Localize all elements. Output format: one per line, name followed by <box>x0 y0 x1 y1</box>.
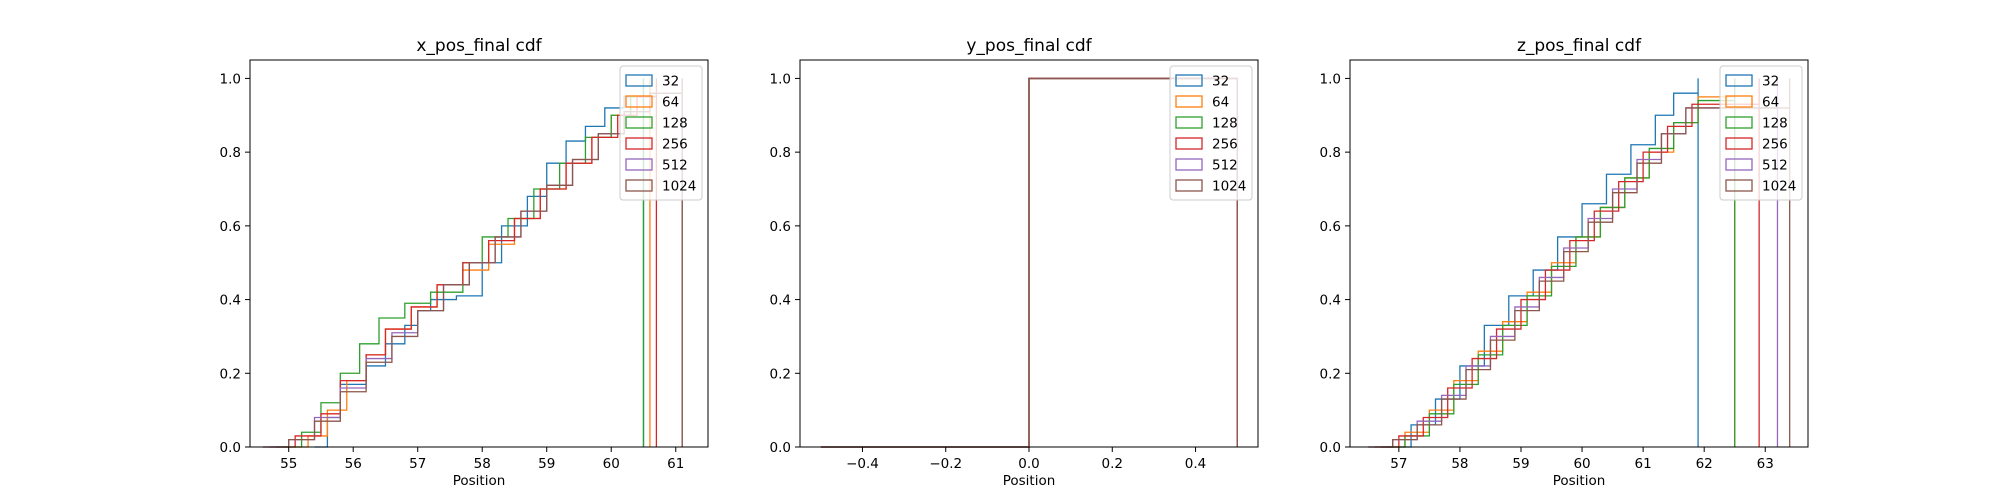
legend-swatch-64 <box>1725 95 1753 108</box>
x-tick-label: 58 <box>1451 456 1468 472</box>
legend-label-128: 128 <box>1212 116 1238 132</box>
x-tick-label: 57 <box>409 456 426 472</box>
legend-label-1024: 1024 <box>662 179 696 195</box>
x-tick-label: 0.0 <box>1018 456 1039 472</box>
plot-frame <box>249 59 709 448</box>
y-tick-label: 0.0 <box>770 440 791 456</box>
legend-label-1024: 1024 <box>1212 179 1246 195</box>
y-tick-label: 0.6 <box>1320 219 1341 235</box>
y-tick-label: 0.2 <box>770 366 791 382</box>
y-tick-label: 0.0 <box>220 440 241 456</box>
legend-swatch-32 <box>1175 74 1203 87</box>
legend-label-1024: 1024 <box>1762 179 1796 195</box>
legend-label-64: 64 <box>1762 95 1779 111</box>
legend-label-128: 128 <box>1762 116 1788 132</box>
x-tick-label: −0.2 <box>929 456 962 472</box>
x-tick-label: 60 <box>603 456 620 472</box>
chart-panel-2: −0.4 −0.2 0.0 0.2 0.4 0.0 0.2 0.4 0.6 0.8 1.0 y_pos… <box>770 36 1259 489</box>
chart-panel-3: 57 58 59 60 61 62 63 0.0 0.2 0.4 0.6 0.8 1.0 z_pos_fi… <box>1320 36 1809 489</box>
y-tick-label: 0.6 <box>770 219 791 235</box>
chart-title: z_pos_final cdf <box>1517 36 1642 56</box>
x-tick-label: 58 <box>474 456 491 472</box>
y-tick-label: 0.2 <box>1320 366 1341 382</box>
legend-label-32: 32 <box>662 74 679 90</box>
x-axis-label: Position <box>453 473 506 489</box>
legend-swatch-32 <box>1725 74 1753 87</box>
legend-swatch-32 <box>625 74 653 87</box>
y-tick-label: 0.4 <box>770 293 791 309</box>
legend-swatch-1024 <box>625 179 653 192</box>
legend: 32 64 128 256 512 1024 <box>1169 65 1253 201</box>
legend-frame <box>619 65 703 201</box>
legend-frame <box>1169 65 1253 201</box>
legend-label-256: 256 <box>1212 137 1238 153</box>
y-tick-label: 1.0 <box>220 71 241 87</box>
y-tick-label: 0.8 <box>770 145 791 161</box>
legend-swatch-256 <box>625 137 653 150</box>
legend-swatch-256 <box>1175 137 1203 150</box>
legend-swatch-64 <box>1175 95 1203 108</box>
chart-title: y_pos_final cdf <box>966 36 1092 56</box>
legend-swatch-128 <box>1175 116 1203 129</box>
series-line-32 <box>1386 78 1699 448</box>
x-tick-label: 61 <box>1635 456 1652 472</box>
x-tick-label: 55 <box>280 456 297 472</box>
x-tick-label: 0.2 <box>1102 456 1123 472</box>
legend-swatch-64 <box>625 95 653 108</box>
y-tick-label: 0.6 <box>220 219 241 235</box>
x-tick-label: 0.4 <box>1185 456 1206 472</box>
y-tick-label: 0.2 <box>220 366 241 382</box>
legend-label-64: 64 <box>662 95 679 111</box>
x-tick-label: 56 <box>345 456 362 472</box>
legend-swatch-512 <box>1725 158 1753 171</box>
x-tick-label: 60 <box>1573 456 1590 472</box>
legend-swatch-1024 <box>1725 179 1753 192</box>
plot-frame <box>1349 59 1809 448</box>
chart-title: x_pos_final cdf <box>416 36 542 56</box>
y-tick-label: 1.0 <box>770 71 791 87</box>
x-tick-label: 59 <box>538 456 555 472</box>
y-tick-label: 0.8 <box>220 145 241 161</box>
legend-label-512: 512 <box>662 158 688 174</box>
legend: 32 64 128 256 512 1024 <box>1719 65 1803 201</box>
y-tick-label: 1.0 <box>1320 71 1341 87</box>
series-line-128 <box>275 78 645 448</box>
chart-panel-1: 55 56 57 58 59 60 61 0.0 0.2 0.4 0.6 0.8 1.0 x_pos_fi… <box>220 36 709 489</box>
legend-frame <box>1719 65 1803 201</box>
legend-swatch-512 <box>625 158 653 171</box>
series-line-1024 <box>262 78 683 448</box>
legend-swatch-128 <box>625 116 653 129</box>
y-tick-label: 0.4 <box>220 293 241 309</box>
series-line-256 <box>1374 78 1760 448</box>
legend: 32 64 128 256 512 1024 <box>619 65 703 201</box>
x-tick-label: 62 <box>1696 456 1713 472</box>
x-tick-label: 63 <box>1757 456 1774 472</box>
x-tick-label: −0.4 <box>846 456 879 472</box>
legend-swatch-1024 <box>1175 179 1203 192</box>
legend-label-32: 32 <box>1762 74 1779 90</box>
legend-label-512: 512 <box>1212 158 1238 174</box>
legend-label-512: 512 <box>1762 158 1788 174</box>
y-tick-label: 0.4 <box>1320 293 1341 309</box>
legend-swatch-512 <box>1175 158 1203 171</box>
legend-swatch-128 <box>1725 116 1753 129</box>
x-tick-label: 57 <box>1390 456 1407 472</box>
x-tick-label: 59 <box>1512 456 1529 472</box>
y-tick-label: 0.8 <box>1320 145 1341 161</box>
legend-label-64: 64 <box>1212 95 1229 111</box>
series-line-1024 <box>1368 78 1791 448</box>
legend-label-32: 32 <box>1212 74 1229 90</box>
legend-label-256: 256 <box>662 137 688 153</box>
legend-label-256: 256 <box>1762 137 1788 153</box>
x-tick-label: 61 <box>667 456 684 472</box>
y-tick-label: 0.0 <box>1320 440 1341 456</box>
x-axis-label: Position <box>1003 473 1056 489</box>
legend-swatch-256 <box>1725 137 1753 150</box>
legend-label-128: 128 <box>662 116 688 132</box>
x-axis-label: Position <box>1553 473 1606 489</box>
